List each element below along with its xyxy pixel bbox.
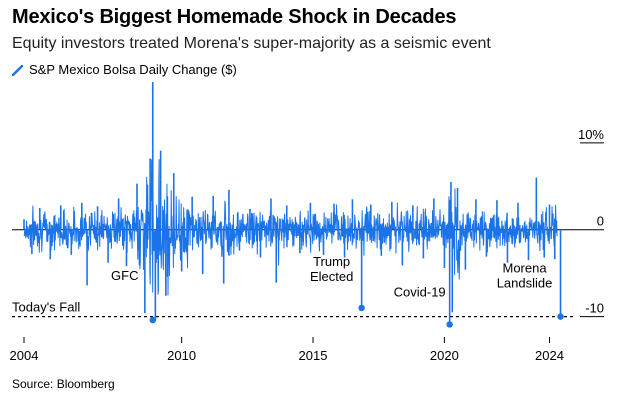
legend: S&P Mexico Bolsa Daily Change ($): [11, 62, 237, 77]
y-tick-label: 10%: [578, 127, 604, 142]
annotation-label: Covid-19: [394, 284, 446, 299]
annotation-marker: [557, 313, 564, 320]
annotation-label: Morena: [502, 261, 547, 276]
annotation-label: Elected: [310, 269, 353, 284]
x-tick-label: 2020: [430, 348, 459, 363]
annotation-marker: [149, 316, 156, 324]
source-note: Source: Bloomberg: [12, 377, 115, 391]
reference-line-label: Today's Fall: [12, 300, 80, 315]
y-tick-label: -10: [585, 301, 604, 316]
legend-label: S&P Mexico Bolsa Daily Change ($): [29, 62, 237, 77]
legend-swatch-icon: [11, 64, 24, 77]
annotation-label: Landslide: [497, 276, 553, 291]
annotation-marker: [358, 304, 365, 312]
chart-title: Mexico's Biggest Homemade Shock in Decad…: [12, 6, 457, 28]
x-tick-label: 2010: [167, 348, 196, 363]
x-tick-label: 2015: [299, 348, 328, 363]
chart-subtitle: Equity investors treated Morena's super-…: [12, 35, 491, 52]
annotation-marker: [446, 321, 453, 328]
x-tick-label: 2024: [535, 348, 564, 363]
annotation-label: Trump: [313, 254, 350, 269]
y-tick-label: 0: [597, 214, 604, 229]
x-tick-label: 2004: [10, 348, 39, 363]
daily-change-noise: [23, 159, 558, 296]
annotation-label: GFC: [111, 268, 138, 283]
